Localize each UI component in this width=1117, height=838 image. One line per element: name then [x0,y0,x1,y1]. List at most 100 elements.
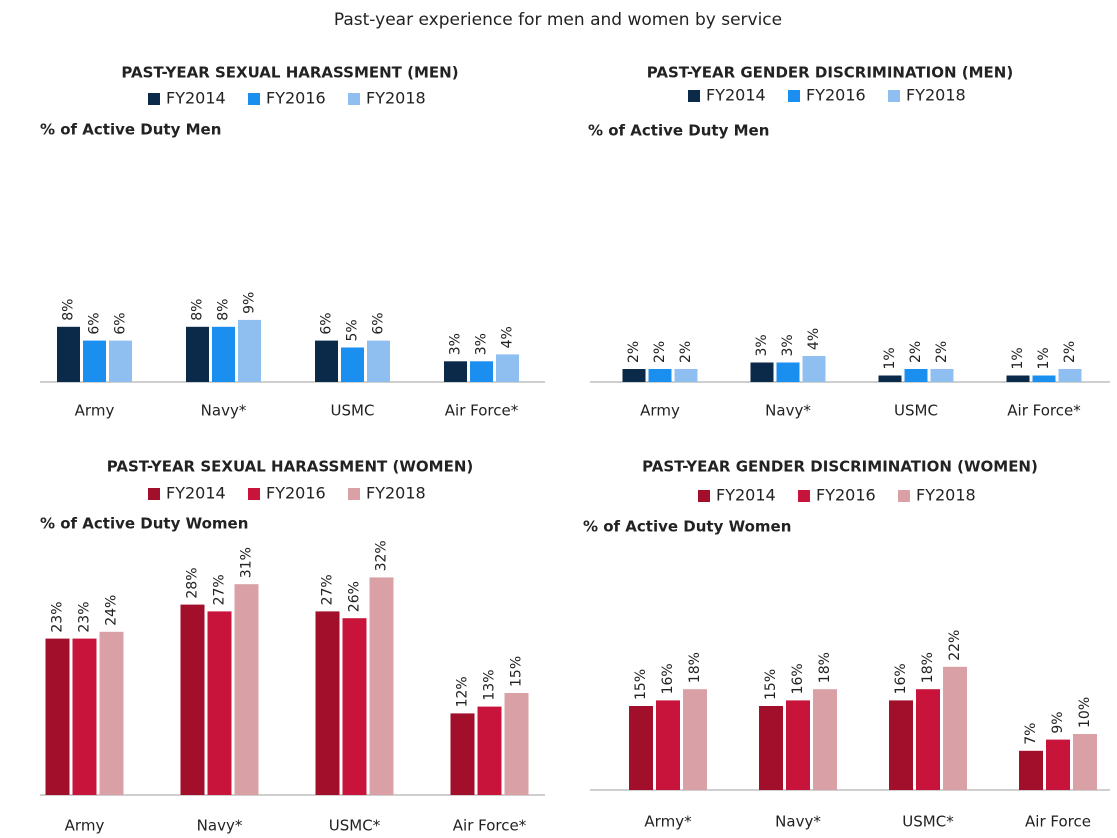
legend-swatch [248,93,260,105]
value-label: 23% [77,601,93,632]
bar [470,361,493,382]
value-label: 15% [509,656,525,687]
y-axis-label: % of Active Duty Men [40,121,221,139]
value-label: 32% [374,540,390,571]
bar [943,666,967,790]
bar [750,362,774,382]
bar [83,340,106,382]
value-label: 15% [633,669,649,700]
value-label: 2% [908,341,924,363]
value-label: 7% [1023,723,1039,745]
legend-label: FY2014 [166,89,226,108]
bar [315,340,338,382]
bar [504,693,529,795]
bar [889,700,913,790]
y-axis-label: % of Active Duty Women [40,515,248,533]
bar [674,369,698,382]
bar [496,354,519,382]
value-label: 8% [216,299,232,321]
legend-swatch [698,490,710,502]
value-label: 18% [920,652,936,683]
x-tick-label: Air Force* [445,402,519,420]
legend-label: FY2014 [716,486,776,505]
value-label: 6% [113,312,129,334]
bar [72,638,97,795]
legend-swatch [348,93,360,105]
bar [1032,375,1056,382]
bar [180,604,205,795]
x-tick-label: Air Force [1025,813,1091,831]
legend-swatch [148,93,160,105]
value-label: 8% [61,299,77,321]
value-label: 2% [1062,341,1078,363]
legend-swatch [348,488,360,500]
bar [341,347,364,382]
bar [878,375,902,382]
legend-label: FY2014 [166,484,226,503]
value-label: 2% [934,341,950,363]
legend-label: FY2016 [816,486,876,505]
bar [207,611,232,795]
legend-swatch [788,90,800,102]
legend-label: FY2018 [906,86,966,105]
x-tick-label: Army* [644,813,692,831]
bar [186,326,209,382]
bar [234,584,259,795]
chart-title: PAST-YEAR SEXUAL HARASSMENT (WOMEN) [107,458,473,476]
bar [786,700,810,790]
x-tick-label: Army [75,402,115,420]
bar [622,369,646,382]
value-label: 5% [345,319,361,341]
value-label: 27% [320,574,336,605]
value-label: 16% [893,663,909,694]
bar [109,340,132,382]
value-label: 12% [455,676,471,707]
value-label: 15% [763,669,779,700]
bar [1006,375,1030,382]
value-label: 18% [687,652,703,683]
value-label: 2% [678,341,694,363]
value-label: 27% [212,574,228,605]
value-label: 2% [652,341,668,363]
bar [656,700,680,790]
bar [444,361,467,382]
x-tick-label: Army [65,817,105,835]
bar [916,689,940,790]
legend-swatch [898,490,910,502]
x-tick-label: Air Force* [453,817,527,835]
value-label: 28% [185,567,201,598]
legend-swatch [688,90,700,102]
legend-label: FY2014 [706,86,766,105]
value-label: 24% [104,595,120,626]
value-label: 22% [947,630,963,661]
bar [1073,734,1097,790]
value-label: 8% [190,299,206,321]
x-tick-label: Army [640,402,680,420]
value-label: 16% [790,663,806,694]
value-label: 6% [87,312,103,334]
legend-swatch [148,488,160,500]
chart-title: PAST-YEAR GENDER DISCRIMINATION (MEN) [647,64,1013,82]
bar [477,706,502,795]
value-label: 1% [1010,347,1026,369]
bar [904,369,928,382]
y-axis-label: % of Active Duty Men [588,122,769,140]
chart-title: PAST-YEAR SEXUAL HARASSMENT (MEN) [121,64,458,82]
x-tick-label: USMC [894,402,938,420]
legend-swatch [248,488,260,500]
value-label: 6% [319,312,335,334]
bar [45,638,70,795]
bar [629,706,653,790]
value-label: 4% [806,328,822,350]
bar [367,340,390,382]
bar [802,356,826,382]
x-tick-label: USMC* [329,817,381,835]
bar [683,689,707,790]
value-label: 18% [817,652,833,683]
bar [315,611,340,795]
x-tick-label: Navy* [201,402,247,420]
value-label: 4% [500,326,516,348]
bar [1046,739,1070,790]
legend-swatch [888,90,900,102]
